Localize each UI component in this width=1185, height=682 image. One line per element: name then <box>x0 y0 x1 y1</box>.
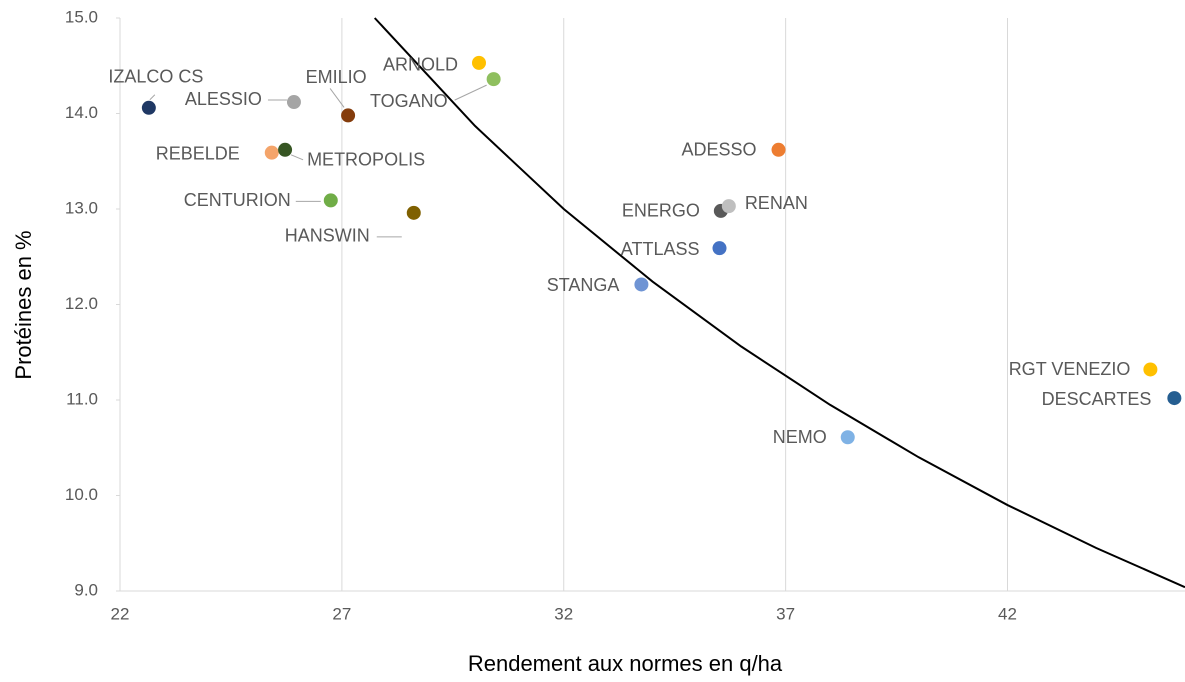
y-tick-label: 14.0 <box>65 103 98 122</box>
leader-line <box>454 84 487 101</box>
x-tick-label: 37 <box>776 604 795 623</box>
y-tick-label: 12.0 <box>65 294 98 313</box>
point-label: ATTLASS <box>621 239 700 259</box>
x-tick-label: 42 <box>998 604 1017 623</box>
x-axis-title: Rendement aux normes en q/ha <box>468 651 783 676</box>
point <box>486 72 501 87</box>
y-tick-label: 11.0 <box>66 389 98 408</box>
leader-line <box>329 88 345 108</box>
y-tick-label: 13.0 <box>65 198 98 217</box>
point <box>286 95 301 110</box>
point <box>712 241 727 256</box>
curve <box>373 17 1185 589</box>
point-label: CENTURION <box>184 190 291 210</box>
point <box>721 199 736 214</box>
point-label: ALESSIO <box>185 89 262 109</box>
point <box>771 142 786 157</box>
leader-line <box>149 94 156 101</box>
point-label: NEMO <box>773 427 827 447</box>
y-tick-label: 9.0 <box>74 580 98 599</box>
point-label: STANGA <box>547 275 620 295</box>
x-tick-label: 32 <box>554 604 573 623</box>
y-axis-title: Protéines en % <box>11 230 36 379</box>
point <box>264 145 279 160</box>
point-label: TOGANO <box>370 91 448 111</box>
point <box>471 55 486 70</box>
point-label: RENAN <box>745 193 808 213</box>
point <box>406 205 421 220</box>
point-label: ADESSO <box>681 140 756 160</box>
point-label: ENERGO <box>622 201 700 221</box>
point <box>1167 391 1182 406</box>
point-label: IZALCO CS <box>108 67 203 87</box>
point <box>323 193 338 208</box>
point-label: RGT VENEZIO <box>1009 359 1131 379</box>
point <box>1143 362 1158 377</box>
point <box>634 277 649 292</box>
point <box>341 108 356 123</box>
point <box>278 142 293 157</box>
y-tick-label: 15.0 <box>65 7 98 26</box>
point-label: ARNOLD <box>383 55 458 75</box>
point-label: METROPOLIS <box>307 150 425 170</box>
x-tick-label: 27 <box>332 604 351 623</box>
y-tick-label: 10.0 <box>65 485 98 504</box>
x-tick-label: 22 <box>111 604 130 623</box>
point <box>840 430 855 445</box>
point-label: REBELDE <box>156 143 240 163</box>
point-label: DESCARTES <box>1042 389 1152 409</box>
point-label: EMILIO <box>306 67 367 87</box>
point <box>141 100 156 115</box>
leader-line <box>290 154 304 161</box>
point-label: HANSWIN <box>285 226 370 246</box>
